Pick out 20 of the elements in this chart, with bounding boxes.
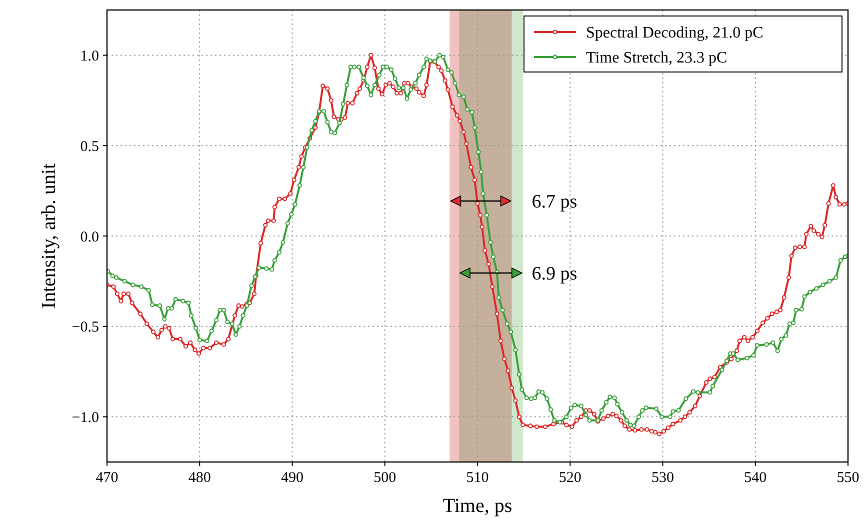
x-tick-label: 480 xyxy=(188,470,211,486)
y-axis-title: Intensity, arb. unit xyxy=(38,162,60,309)
x-tick-label: 530 xyxy=(652,470,674,486)
annotation: 6.9 ps xyxy=(532,264,578,285)
x-tick-label: 520 xyxy=(558,470,582,486)
y-tick-label: 0.5 xyxy=(80,138,99,155)
annotation: 6.7 ps xyxy=(532,192,578,213)
x-tick-label: 540 xyxy=(744,470,767,486)
x-tick-label: 470 xyxy=(96,470,118,486)
x-axis-title: Time, ps xyxy=(442,495,512,517)
x-tick-label: 490 xyxy=(281,470,304,486)
legend-label: Time Stretch, 23.3 pC xyxy=(586,50,728,67)
y-tick-label: −1.0 xyxy=(72,410,99,426)
y-tick-label: −0.5 xyxy=(72,320,99,336)
legend-label: Spectral Decoding, 21.0 pC xyxy=(586,24,764,42)
x-tick-label: 510 xyxy=(466,470,489,486)
y-tick-label: 0.0 xyxy=(80,229,99,246)
x-tick-label: 550 xyxy=(836,470,860,486)
x-tick-label: 500 xyxy=(374,470,396,486)
y-tick-label: 1.0 xyxy=(80,48,99,64)
